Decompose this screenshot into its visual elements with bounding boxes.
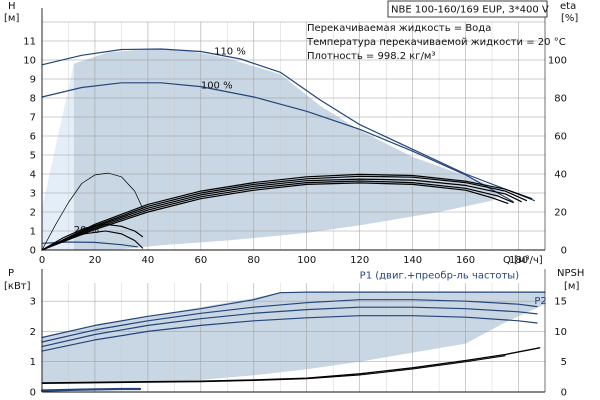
head-ytick-label: 5 bbox=[30, 151, 36, 162]
head-series bbox=[41, 48, 535, 251]
power-series-npsh-2 bbox=[41, 355, 506, 384]
head-xtick-label: 0 bbox=[39, 255, 45, 266]
power-y2label-name: NPSH bbox=[557, 268, 584, 279]
head-light-region bbox=[42, 63, 74, 250]
power-operating-region bbox=[42, 292, 545, 383]
power-ytick-label: 3 bbox=[30, 297, 36, 308]
chart-title: NBE 100-160/169 EUP, 3*400 V bbox=[391, 5, 549, 16]
power-operating-area bbox=[42, 292, 545, 383]
power-ytick-label: 1 bbox=[30, 357, 36, 368]
power-ytick-label: 0 bbox=[30, 388, 36, 399]
head-ytick-label: 9 bbox=[30, 75, 36, 86]
power-series-p2 bbox=[41, 306, 538, 348]
head-ylabel-unit: [м] bbox=[4, 13, 19, 24]
head-ytick-label: 7 bbox=[30, 113, 36, 124]
head-panel: 0 1 2 3 4 5 6 7 8 9 10 11 0 20 40 60 80 100 0 20 40 60 80 100 12… bbox=[23, 8, 567, 266]
head-series-eff-5 bbox=[41, 182, 509, 251]
head-y2label-unit: [%] bbox=[561, 13, 578, 24]
head-y2tick-label: 40 bbox=[554, 170, 567, 181]
power-annotations: P1 (двиг.+преобр-ль частоты) P2 bbox=[360, 270, 547, 307]
power-series-p1-b bbox=[41, 299, 538, 343]
head-series-eff-4 bbox=[41, 180, 514, 251]
power-series-low-p bbox=[40, 387, 142, 392]
head-ytick-label: 3 bbox=[30, 189, 36, 200]
head-light-area bbox=[42, 63, 74, 250]
power-series-npsh-1 bbox=[41, 347, 541, 384]
power-axes: 0 1 2 3 0 5 10 15 bbox=[30, 269, 567, 399]
head-xtick-label: 20 bbox=[89, 255, 102, 266]
head-y2tick-label: 0 bbox=[561, 246, 567, 257]
info-temperature: Температура перекачиваемой жидкости = 20… bbox=[306, 37, 566, 48]
head-ytick-label: 11 bbox=[23, 37, 36, 48]
head-series-eff-low-3 bbox=[41, 230, 144, 251]
head-ylabel-name: H bbox=[8, 1, 16, 12]
head-annotation: 20 % bbox=[74, 225, 99, 236]
power-y2tick-label: 0 bbox=[561, 388, 567, 399]
head-annotation: 110 % bbox=[214, 46, 246, 57]
power-ylabel-unit: [кВт] bbox=[4, 281, 31, 292]
head-xtick-label: 140 bbox=[403, 255, 422, 266]
info-density: Плотность = 998.2 кг/м³ bbox=[307, 51, 436, 62]
power-annotation: P2 bbox=[534, 296, 546, 307]
head-y2tick-label: 100 bbox=[548, 56, 567, 67]
head-xlabel: Q [м³/ч] bbox=[503, 255, 543, 266]
head-ytick-label: 6 bbox=[30, 132, 36, 143]
head-y2tick-label: 80 bbox=[554, 94, 567, 105]
power-series-p2-b bbox=[41, 315, 538, 352]
head-series-eff-low-2 bbox=[41, 223, 144, 251]
head-annotation: 100 % bbox=[201, 81, 233, 92]
head-xtick-label: 80 bbox=[247, 255, 260, 266]
head-series-110- bbox=[41, 48, 535, 202]
info-liquid: Перекачиваемая жидкость = Вода bbox=[307, 23, 491, 34]
power-ytick-label: 2 bbox=[30, 327, 36, 338]
head-ytick-label: 0 bbox=[30, 246, 36, 257]
power-y2tick-label: 5 bbox=[561, 357, 567, 368]
head-series-100- bbox=[41, 82, 514, 203]
head-xtick-label: 160 bbox=[456, 255, 475, 266]
head-annotations: 110 % 100 % 20 % bbox=[74, 46, 246, 236]
power-y2tick-label: 10 bbox=[554, 327, 567, 338]
head-ytick-label: 10 bbox=[23, 56, 36, 67]
head-ytick-label: 1 bbox=[30, 227, 36, 238]
head-y2tick-label: 60 bbox=[554, 132, 567, 143]
head-xtick-label: 60 bbox=[194, 255, 207, 266]
head-ytick-label: 2 bbox=[30, 208, 36, 219]
head-series-eff-2 bbox=[41, 175, 528, 251]
head-xtick-label: 100 bbox=[297, 255, 316, 266]
power-series bbox=[40, 291, 546, 392]
head-ytick-label: 4 bbox=[30, 170, 36, 181]
power-series-p1- bbox=[41, 291, 546, 339]
head-ytick-label: 8 bbox=[30, 94, 36, 105]
head-axes: 0 1 2 3 4 5 6 7 8 9 10 11 0 20 40 60 80 100 0 20 40 60 80 100 12… bbox=[23, 8, 567, 266]
head-xtick-label: 120 bbox=[350, 255, 369, 266]
power-y2tick-label: 15 bbox=[554, 297, 567, 308]
head-series-eff-3 bbox=[41, 178, 522, 251]
head-series-eff-low-1 bbox=[41, 172, 143, 251]
title-box bbox=[387, 0, 548, 18]
head-xtick-label: 40 bbox=[142, 255, 155, 266]
head-y2tick-label: 20 bbox=[554, 208, 567, 219]
head-y2label-name: eta bbox=[560, 1, 576, 12]
power-y2label-unit: [м] bbox=[564, 281, 579, 292]
head-xtick-label: 180 bbox=[509, 255, 528, 266]
head-series-eff-1 bbox=[41, 173, 533, 251]
power-ylabel-name: P bbox=[8, 268, 14, 279]
power-annotation: P1 (двиг.+преобр-ль частоты) bbox=[360, 270, 520, 281]
